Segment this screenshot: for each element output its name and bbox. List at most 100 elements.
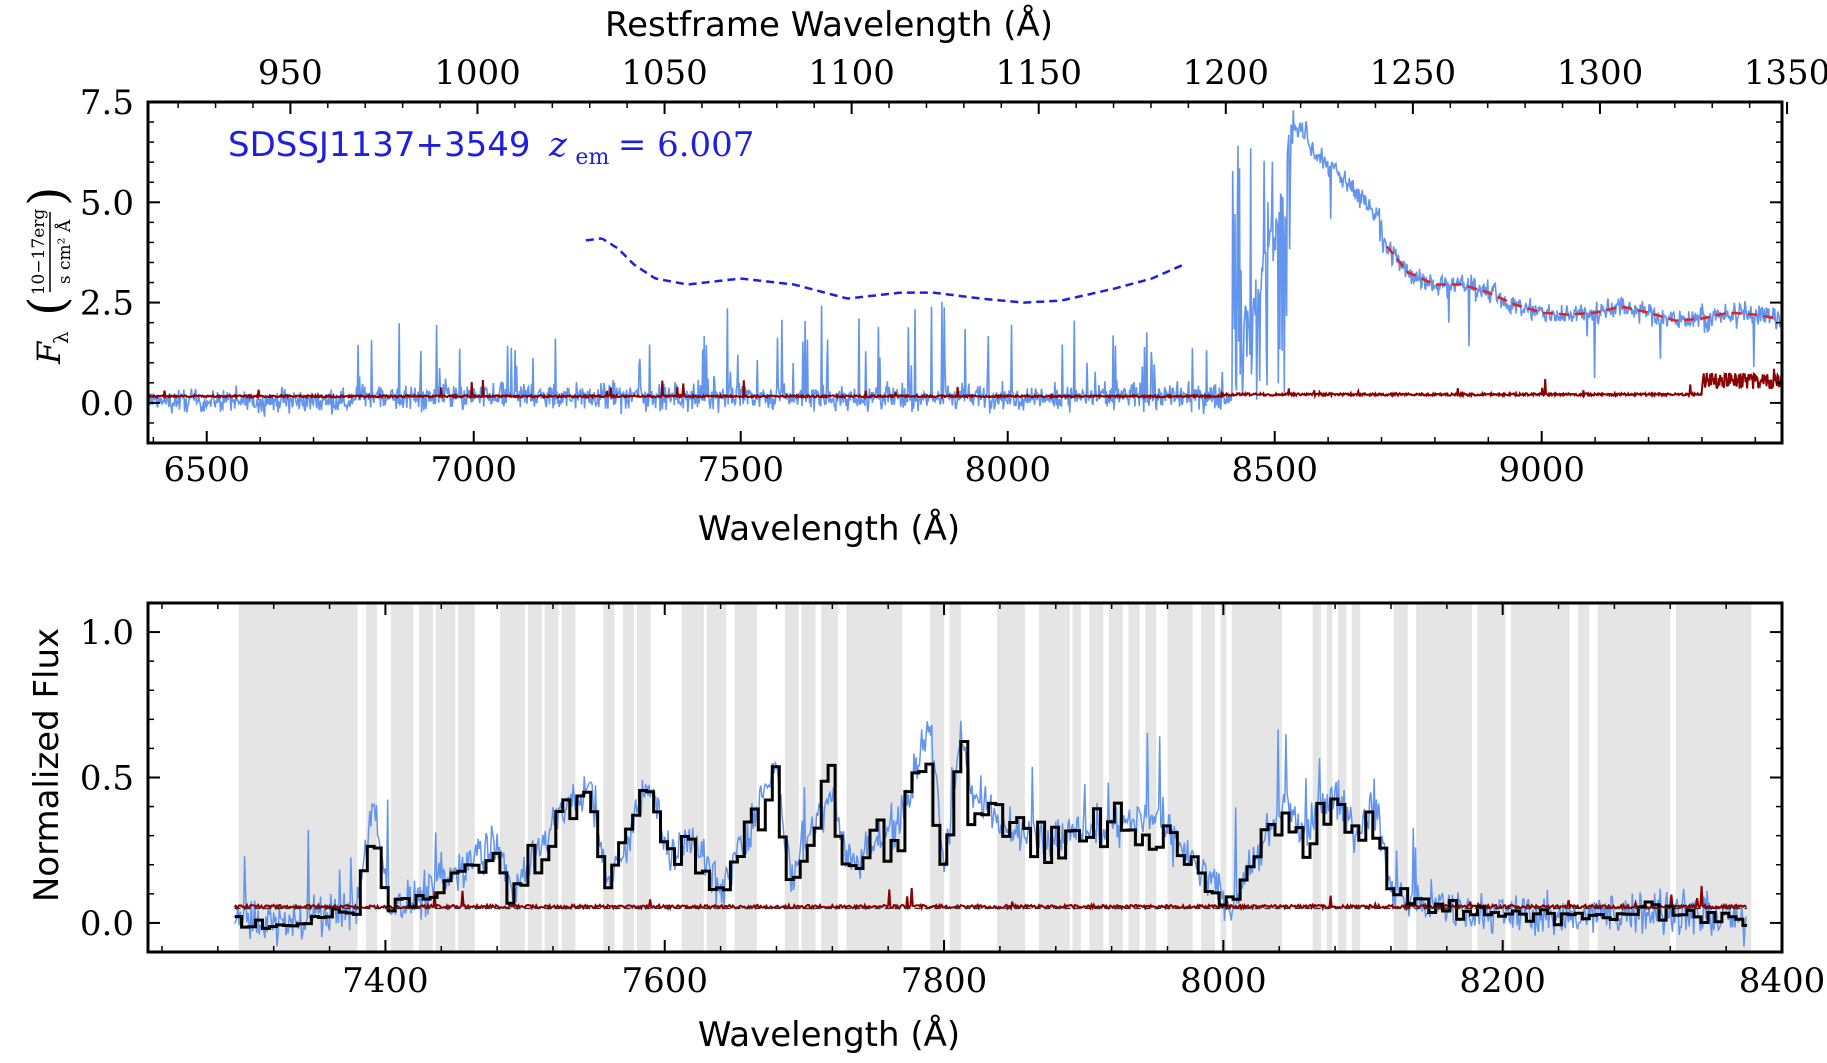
masked-region-5 [458, 603, 475, 952]
bottom-xtick-label-8000: 8000 [1180, 961, 1267, 1001]
ylabel-sub: λ [49, 331, 73, 344]
restframe-tick-label-1100: 1100 [808, 53, 895, 93]
top-plot-area [148, 110, 1782, 417]
bottom-ytick-label: 0.0 [80, 904, 134, 944]
ylabel-paren-open: ( [18, 296, 76, 316]
bottom-xtick-label-8400: 8400 [1739, 961, 1826, 1001]
masked-region-43 [1675, 603, 1752, 952]
bottom-ytick-label: 1.0 [80, 613, 134, 653]
quasar-annotation: SDSSJ1137+3549 z em = 6.007 [228, 125, 754, 172]
masked-region-19 [846, 603, 903, 952]
bottom-xtick-label-7800: 7800 [901, 961, 988, 1001]
red-dashed-continuum [1385, 245, 1776, 322]
ylabel-paren-close: ) [18, 186, 76, 206]
masked-region-34 [1326, 603, 1333, 952]
masked-regions [238, 603, 1752, 952]
masked-region-14 [706, 603, 727, 952]
masked-region-17 [801, 603, 816, 952]
restframe-tick-label-1300: 1300 [1557, 53, 1644, 93]
top-ytick-label: 0.0 [80, 384, 134, 424]
masked-region-1 [365, 603, 378, 952]
blue-dashed-continuum [585, 237, 1185, 304]
bottom-xtick-label-7600: 7600 [621, 961, 708, 1001]
bottom-ylabel: Normalized Flux [27, 628, 67, 902]
ylabel-unit-denominator: s cm² Å [54, 219, 75, 284]
top-axes-frame [146, 100, 1784, 445]
masked-region-25 [1089, 603, 1104, 952]
top-flux-line [148, 110, 1782, 417]
masked-region-28 [1145, 603, 1157, 952]
masked-region-16 [784, 603, 799, 952]
masked-region-13 [681, 603, 704, 952]
masked-region-26 [1108, 603, 1123, 952]
masked-region-0 [238, 603, 358, 952]
top-error-line [148, 368, 1782, 402]
top-ylabel: F λ ( 10−17erg s cm² Å ) [18, 186, 76, 365]
masked-region-24 [1072, 603, 1081, 952]
top-xlabel: Wavelength (Å) [698, 508, 960, 549]
bottom-binned-flux [234, 740, 1748, 930]
masked-region-11 [622, 603, 635, 952]
top-tick-labels: 6500 7000 7500 8000 8500 9000 0.0 2.5 5.0 7.5 950 1… [80, 53, 1827, 490]
bottom-tick-labels: 7400 7600 7800 8000 8200 8400 0.0 0.5 1.0 [80, 613, 1825, 1001]
top-xtick-label-7000: 7000 [430, 450, 517, 490]
masked-region-40 [1511, 603, 1570, 952]
bottom-xtick-label-7400: 7400 [342, 961, 429, 1001]
restframe-tick-label-950: 950 [258, 53, 323, 93]
masked-region-33 [1312, 603, 1322, 952]
masked-region-30 [1201, 603, 1215, 952]
masked-region-31 [1220, 603, 1227, 952]
masked-region-41 [1578, 603, 1590, 952]
top-series-group [148, 110, 1782, 417]
masked-region-38 [1416, 603, 1472, 952]
ylabel-unit-numerator: 10−17erg [29, 209, 49, 296]
masked-region-7 [527, 603, 542, 952]
restframe-tick-label-1350: 1350 [1744, 53, 1827, 93]
masked-region-3 [418, 603, 433, 952]
top-ytick-label: 7.5 [80, 83, 134, 123]
restframe-tick-label-1000: 1000 [434, 53, 521, 93]
masked-region-12 [636, 603, 651, 952]
top-xtick-label-8000: 8000 [964, 450, 1051, 490]
masked-region-27 [1128, 603, 1140, 952]
bottom-plot-area [233, 720, 1748, 947]
restframe-tick-label-1250: 1250 [1370, 53, 1457, 93]
restframe-xlabel: Restframe Wavelength (Å) [605, 4, 1053, 45]
top-xtick-label-9000: 9000 [1498, 450, 1585, 490]
bottom-flux-line [233, 720, 1747, 947]
restframe-tick-label-1200: 1200 [1183, 53, 1270, 93]
top-tick-marks [148, 101, 1789, 443]
top-xtick-label-7500: 7500 [697, 450, 784, 490]
bottom-xlabel: Wavelength (Å) [698, 1014, 960, 1055]
quasar-name: SDSSJ1137+3549 [228, 125, 531, 165]
restframe-tick-label-1150: 1150 [995, 53, 1082, 93]
masked-region-4 [435, 603, 456, 952]
masked-region-35 [1337, 603, 1347, 952]
masked-region-2 [391, 603, 414, 952]
masked-region-42 [1597, 603, 1671, 952]
top-spectrum-panel: 6500 7000 7500 8000 8500 9000 0.0 2.5 5.0 7.5 950 1… [18, 4, 1827, 549]
top-xtick-label-6500: 6500 [163, 450, 250, 490]
redshift-symbol: z [548, 125, 568, 165]
bottom-tick-marks [148, 602, 1783, 953]
bottom-ytick-label: 0.5 [80, 759, 134, 799]
masked-region-22 [997, 603, 1026, 952]
bottom-xtick-label-8200: 8200 [1459, 961, 1546, 1001]
top-ytick-label: 5.0 [80, 183, 134, 223]
masked-region-9 [561, 603, 576, 952]
top-ytick-label: 2.5 [80, 284, 134, 324]
masked-region-15 [734, 603, 757, 952]
top-xtick-label-8500: 8500 [1231, 450, 1318, 490]
masked-region-36 [1351, 603, 1361, 952]
masked-region-29 [1167, 603, 1193, 952]
restframe-tick-label-1050: 1050 [621, 53, 708, 93]
masked-region-23 [1039, 603, 1070, 952]
ylabel-symbol: F [30, 340, 68, 365]
masked-region-10 [603, 603, 615, 952]
bottom-normalized-panel: 7400 7600 7800 8000 8200 8400 0.0 0.5 1.0 Wavele… [27, 601, 1825, 1055]
redshift-subscript: em [575, 145, 609, 170]
redshift-value: = 6.007 [618, 125, 755, 165]
masked-region-8 [544, 603, 559, 952]
bottom-series-group [233, 720, 1748, 947]
